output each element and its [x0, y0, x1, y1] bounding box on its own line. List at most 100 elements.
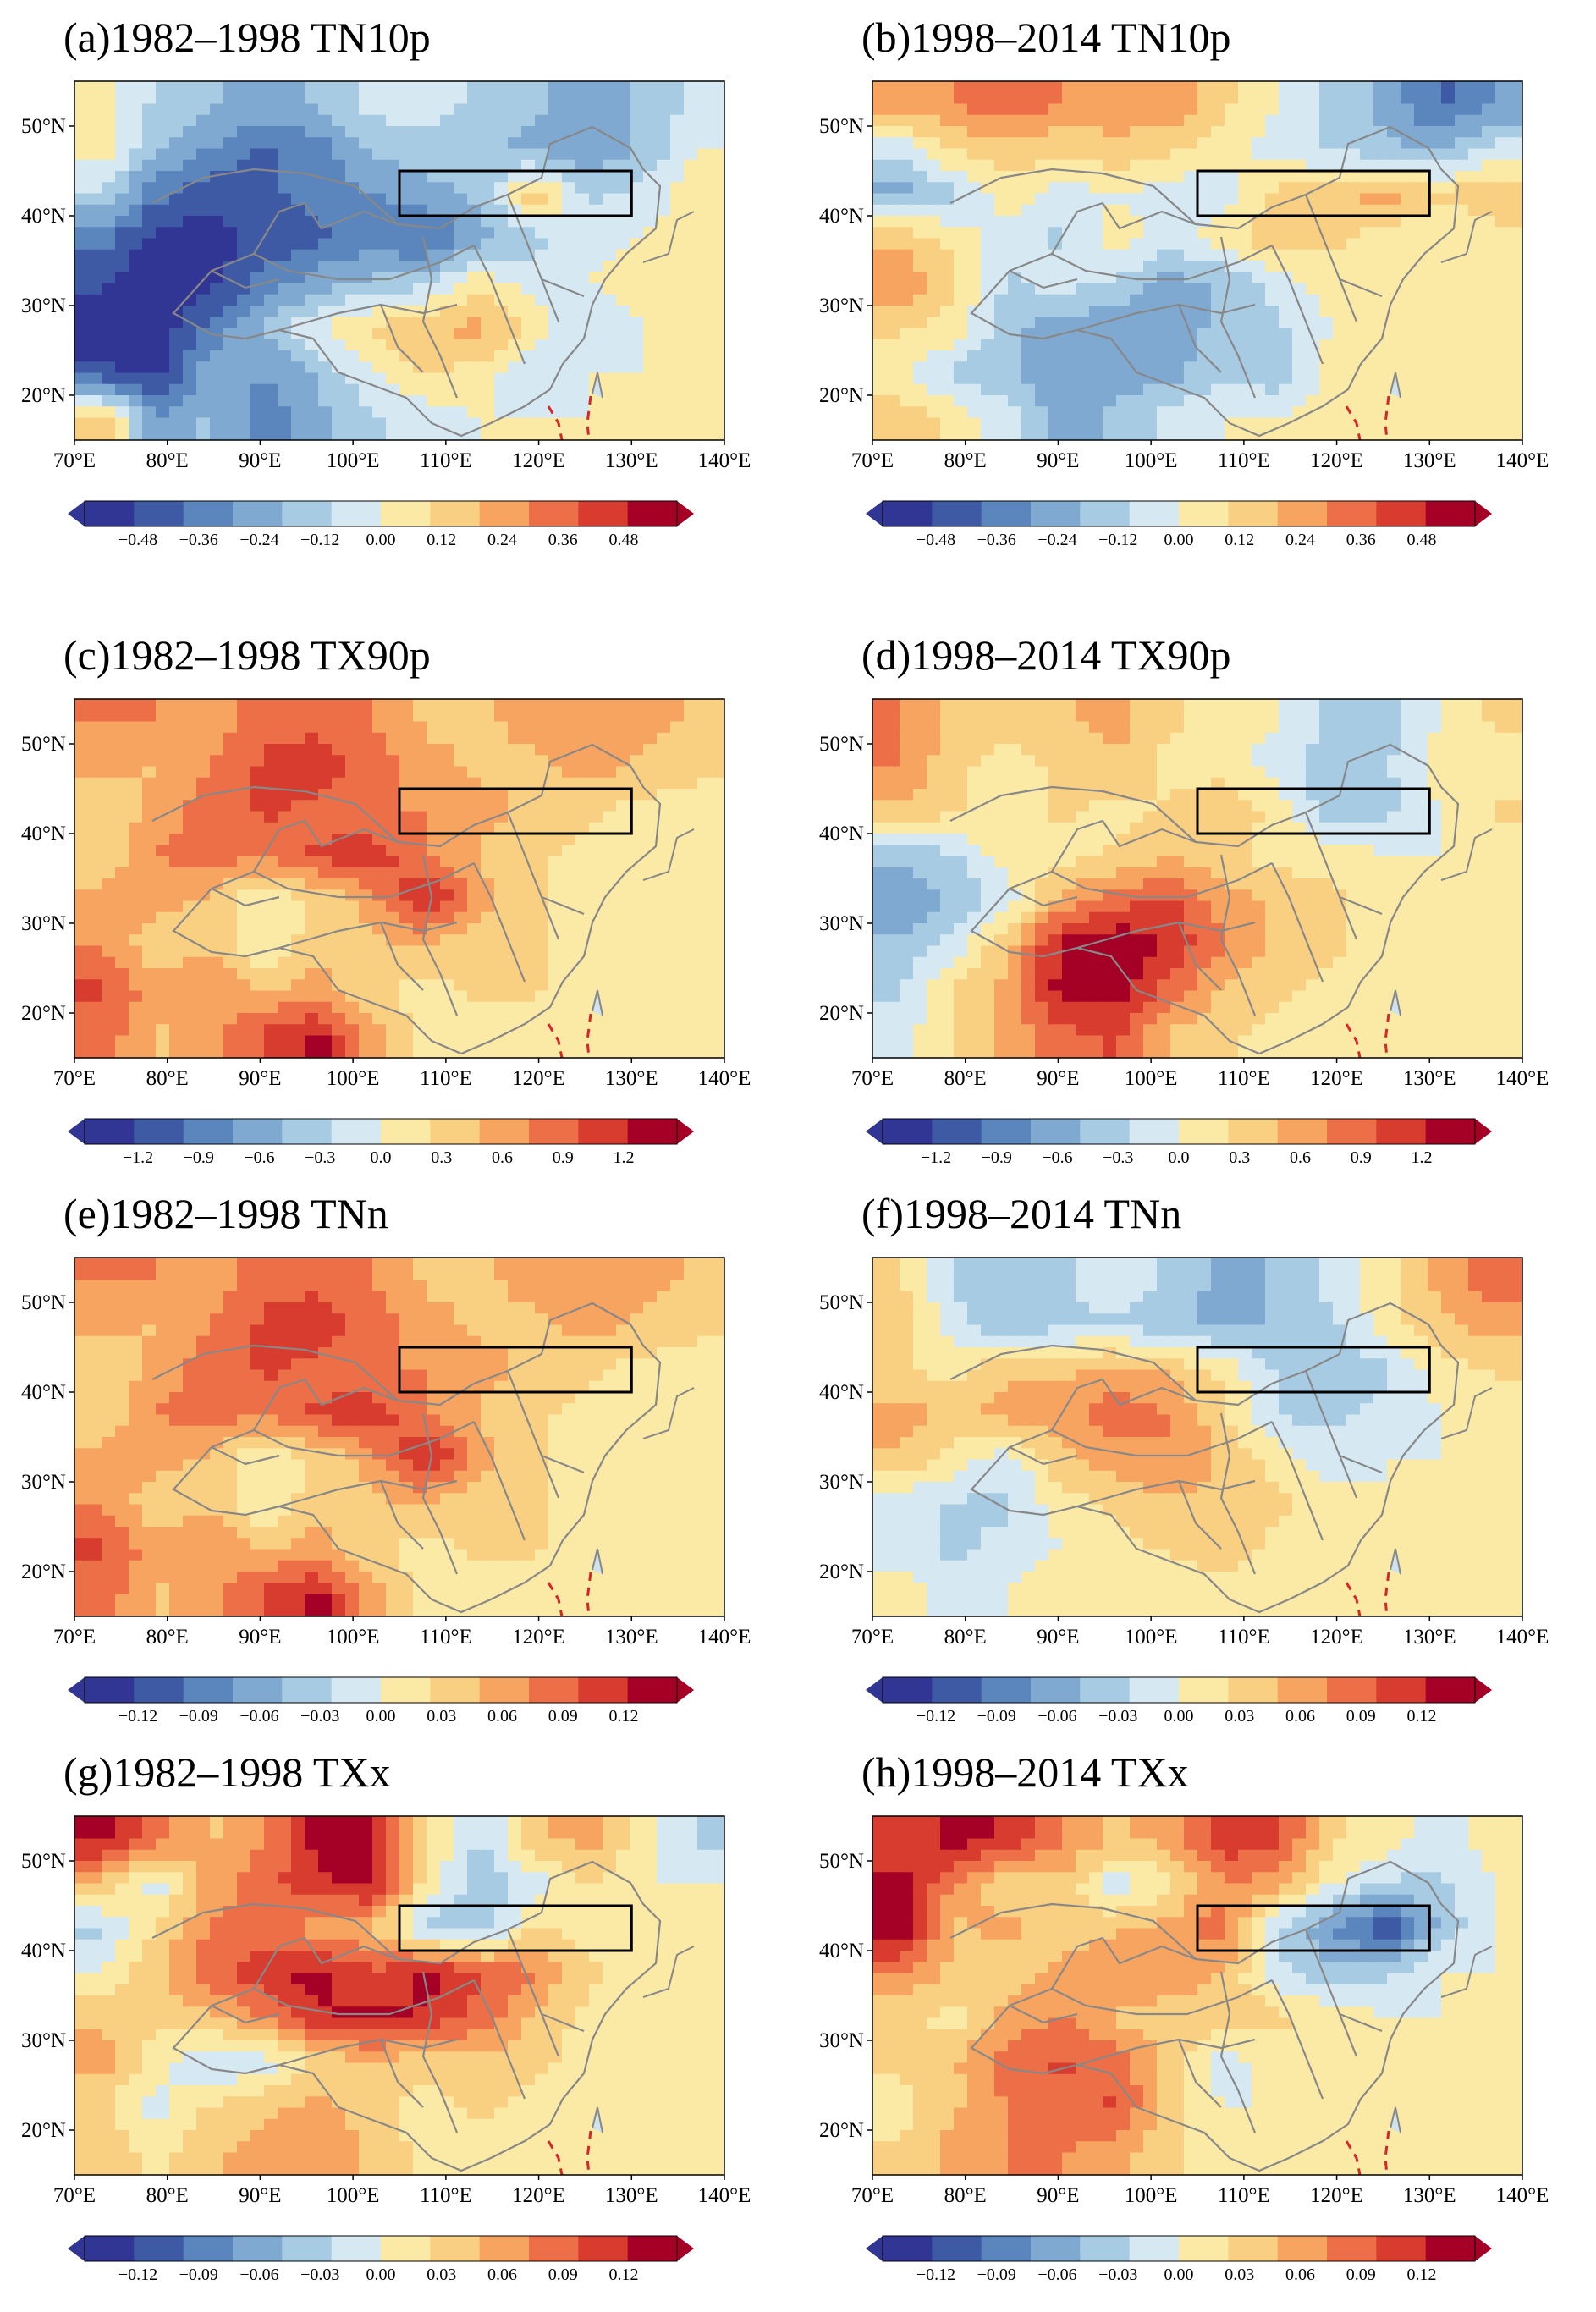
- shaded-cell: [305, 227, 319, 239]
- shaded-cell: [562, 878, 576, 890]
- shaded-cell: [1184, 722, 1198, 734]
- shaded-cell: [345, 261, 360, 272]
- shaded-cell: [1333, 306, 1347, 317]
- shaded-cell: [278, 722, 292, 734]
- shaded-cell: [872, 395, 887, 407]
- shaded-cell: [1211, 92, 1225, 104]
- shaded-cell: [697, 160, 712, 172]
- shaded-cell: [1387, 722, 1401, 734]
- shaded-cell: [264, 149, 278, 161]
- shaded-cell: [913, 194, 927, 206]
- shaded-cell: [697, 339, 712, 351]
- shaded-cell: [711, 205, 725, 217]
- shaded-cell: [318, 867, 333, 879]
- shaded-cell: [1103, 350, 1117, 362]
- shaded-cell: [1048, 104, 1063, 116]
- shaded-cell: [684, 216, 698, 228]
- colorbar-swatch: [529, 501, 579, 526]
- shaded-cell: [1089, 722, 1103, 734]
- shaded-cell: [305, 160, 319, 172]
- shaded-cell: [954, 328, 968, 340]
- shaded-cell: [1157, 104, 1171, 116]
- shaded-cell: [305, 149, 319, 161]
- shaded-cell: [1211, 104, 1225, 116]
- shaded-cell: [359, 339, 373, 351]
- shaded-cell: [575, 373, 590, 385]
- shaded-cell: [711, 767, 725, 779]
- shaded-cell: [129, 272, 143, 283]
- shaded-cell: [535, 755, 549, 767]
- shaded-cell: [1441, 699, 1456, 711]
- shaded-cell: [1089, 137, 1103, 149]
- shaded-cell: [535, 800, 549, 812]
- shaded-cell: [399, 812, 414, 823]
- shaded-cell: [616, 317, 630, 328]
- shaded-cell: [603, 239, 617, 250]
- shaded-cell: [967, 317, 982, 328]
- shaded-cell: [115, 901, 129, 913]
- shaded-cell: [1387, 250, 1401, 261]
- shaded-cell: [643, 946, 658, 958]
- shaded-cell: [372, 227, 387, 239]
- shaded-cell: [630, 946, 644, 958]
- shaded-cell: [88, 979, 102, 991]
- shaded-cell: [1428, 295, 1442, 306]
- shaded-cell: [616, 946, 630, 958]
- shaded-cell: [697, 878, 712, 890]
- shaded-cell: [142, 115, 157, 127]
- shaded-cell: [1008, 227, 1022, 239]
- shaded-cell: [494, 429, 509, 441]
- shaded-cell: [291, 856, 305, 868]
- shaded-cell: [684, 149, 698, 161]
- shaded-cell: [372, 328, 387, 340]
- shaded-cell: [1468, 350, 1483, 362]
- shaded-cell: [1048, 261, 1063, 272]
- shaded-cell: [1346, 182, 1361, 194]
- shaded-cell: [169, 283, 184, 295]
- x-tick-label: 80°E: [944, 449, 987, 472]
- shaded-cell: [115, 968, 129, 980]
- shaded-cell: [913, 126, 927, 138]
- shaded-cell: [657, 1036, 671, 1048]
- shaded-cell: [1076, 384, 1090, 396]
- shaded-cell: [142, 194, 157, 206]
- shaded-cell: [345, 912, 360, 924]
- shaded-cell: [386, 418, 400, 430]
- shaded-cell: [359, 350, 373, 362]
- shaded-cell: [196, 227, 211, 239]
- shaded-cell: [467, 350, 482, 362]
- shaded-cell: [1292, 699, 1307, 711]
- shaded-cell: [278, 901, 292, 913]
- shaded-cell: [1103, 250, 1117, 261]
- shaded-cell: [670, 901, 685, 913]
- shaded-cell: [1428, 429, 1442, 441]
- shaded-cell: [575, 867, 590, 879]
- shaded-cell: [115, 149, 129, 161]
- shaded-cell: [643, 149, 658, 161]
- shaded-cell: [250, 339, 265, 351]
- shaded-cell: [711, 699, 725, 711]
- x-tick-label: 90°E: [239, 1067, 281, 1090]
- shaded-cell: [183, 239, 197, 250]
- shaded-cell: [711, 934, 725, 946]
- shaded-cell: [1116, 699, 1131, 711]
- shaded-cell: [697, 991, 712, 1003]
- shaded-cell: [697, 384, 712, 396]
- shaded-cell: [927, 160, 941, 172]
- shaded-cell: [508, 867, 522, 879]
- shaded-cell: [657, 115, 671, 127]
- shaded-cell: [156, 834, 170, 845]
- shaded-cell: [169, 261, 184, 272]
- shaded-cell: [372, 115, 387, 127]
- shaded-cell: [711, 778, 725, 790]
- shaded-cell: [372, 991, 387, 1003]
- shaded-cell: [508, 429, 522, 441]
- shaded-cell: [1076, 160, 1090, 172]
- shaded-cell: [684, 789, 698, 801]
- shaded-cell: [548, 92, 563, 104]
- shaded-cell: [697, 968, 712, 980]
- shaded-cell: [1509, 373, 1523, 385]
- shaded-cell: [1089, 250, 1103, 261]
- shaded-cell: [1062, 149, 1076, 161]
